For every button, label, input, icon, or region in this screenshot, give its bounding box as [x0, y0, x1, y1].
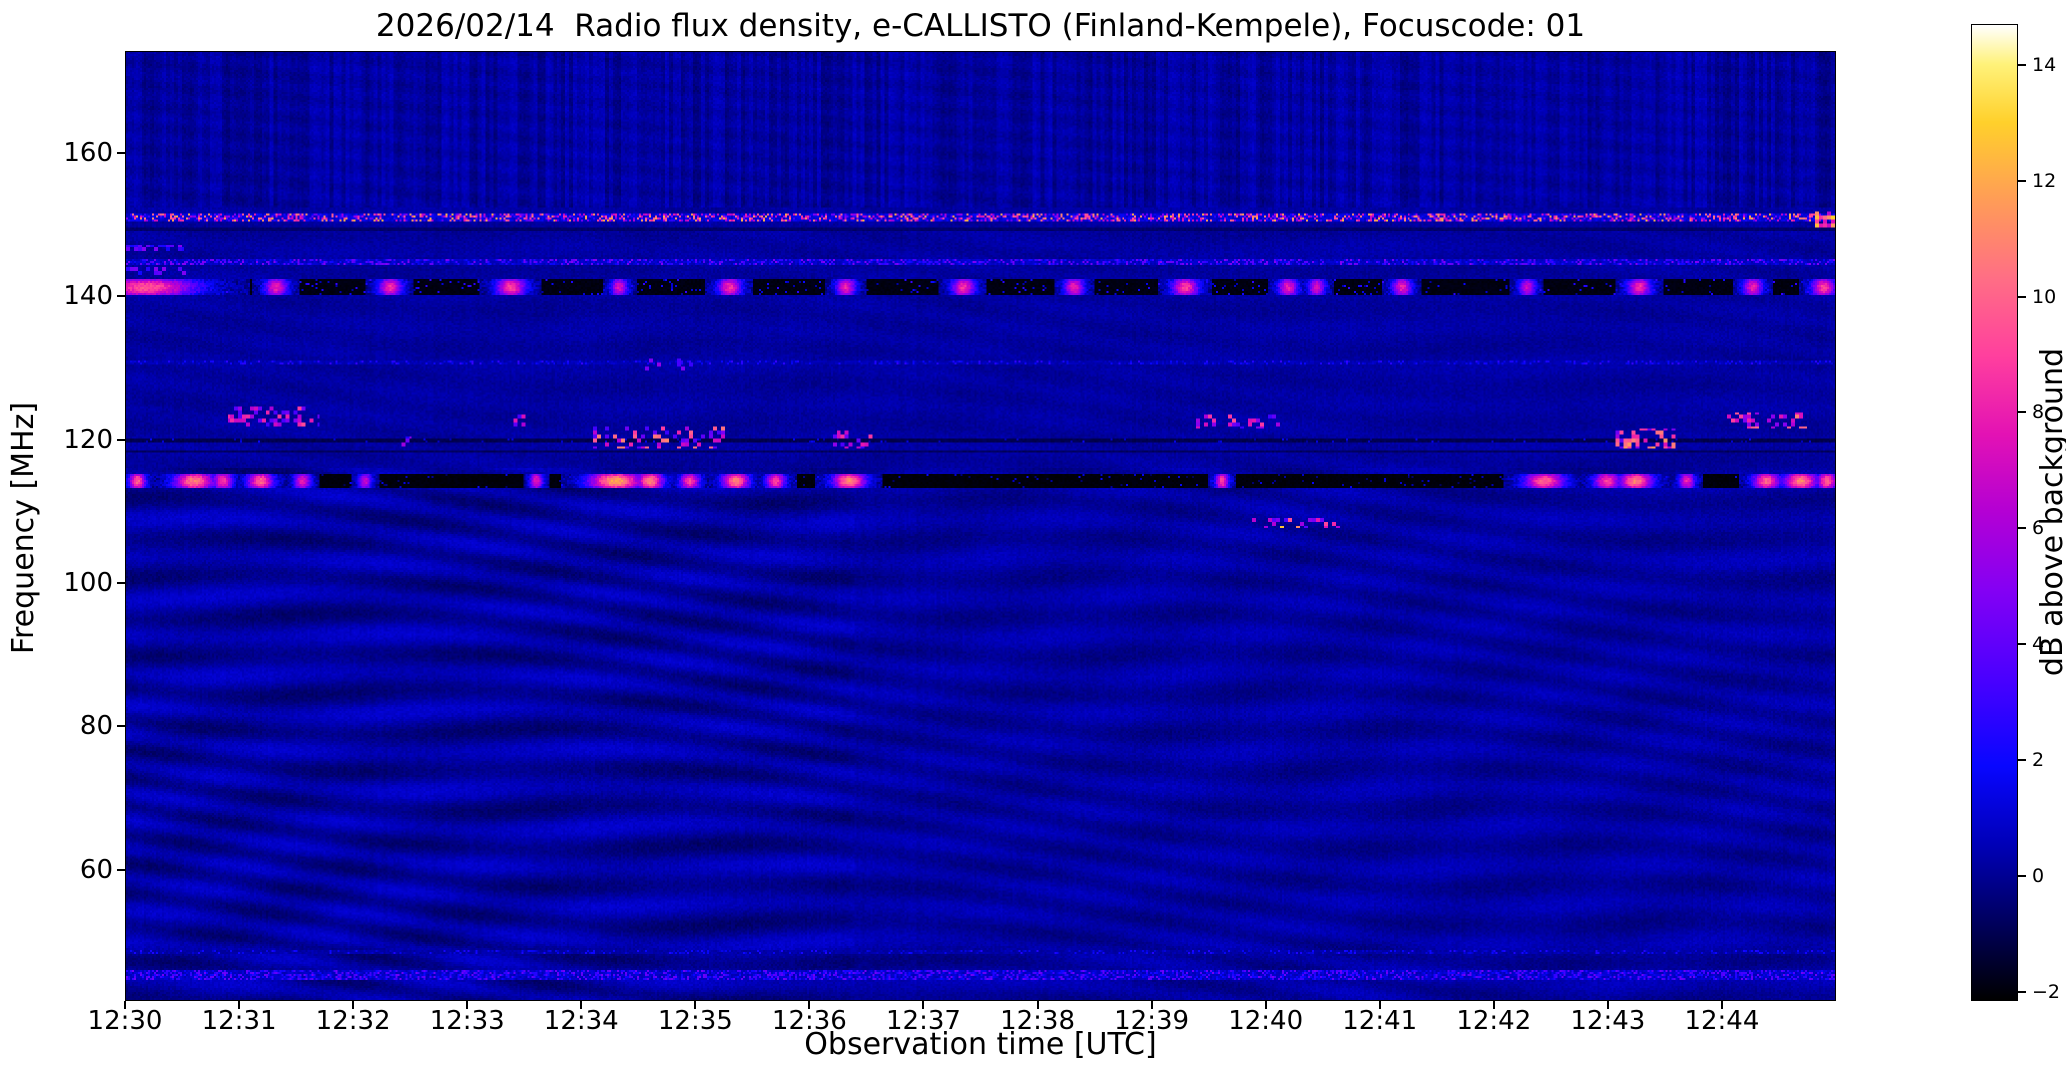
x-tick-mark: [808, 1001, 811, 1009]
y-tick-label: 100: [63, 568, 113, 598]
colorbar-tick-mark: [2018, 527, 2026, 530]
colorbar-label: dB above background: [2035, 347, 2066, 677]
x-tick-mark: [238, 1001, 241, 1009]
x-tick-mark: [466, 1001, 469, 1009]
x-tick-label: 12:41: [1342, 1006, 1418, 1036]
y-tick-label: 60: [79, 854, 113, 885]
x-tick-mark: [1720, 1001, 1723, 1009]
colorbar-tick-mark: [2018, 759, 2026, 762]
colorbar-tick-mark: [2018, 411, 2026, 414]
x-tick-mark: [922, 1001, 925, 1009]
colorbar-tick-mark: [2018, 875, 2026, 878]
colorbar-tick-mark: [2018, 63, 2026, 66]
y-tick-label: 140: [63, 281, 113, 312]
y-tick-label: 160: [63, 137, 113, 168]
x-tick-label: 12:33: [429, 1006, 505, 1036]
chart-title: 2026/02/14 Radio flux density, e-CALLIST…: [375, 8, 1586, 44]
colorbar-tick-label: 10: [2032, 285, 2057, 308]
x-tick-mark: [1492, 1001, 1495, 1009]
y-tick-mark: [117, 868, 125, 871]
colorbar-tick-label: 4: [2032, 633, 2045, 656]
x-tick-mark: [1378, 1001, 1381, 1009]
x-tick-label: 12:35: [657, 1006, 733, 1036]
spectrogram-canvas: [126, 52, 1835, 1000]
y-axis-label: Frequency [MHz]: [6, 401, 41, 655]
colorbar-tick-mark: [2018, 179, 2026, 182]
x-tick-label: 12:34: [543, 1006, 619, 1036]
y-tick-label: 120: [63, 424, 113, 455]
x-axis-label: Observation time [UTC]: [804, 1027, 1157, 1062]
x-tick-label: 12:42: [1456, 1006, 1532, 1036]
colorbar: [1971, 24, 2018, 1001]
x-tick-mark: [1036, 1001, 1039, 1009]
x-tick-label: 12:37: [885, 1006, 961, 1036]
x-tick-mark: [352, 1001, 355, 1009]
x-tick-label: 12:44: [1684, 1006, 1760, 1036]
colorbar-tick-label: 14: [2032, 53, 2057, 76]
x-tick-label: 12:43: [1570, 1006, 1646, 1036]
x-tick-label: 12:39: [1114, 1006, 1190, 1036]
x-tick-label: 12:40: [1228, 1006, 1304, 1036]
colorbar-tick-label: 2: [2032, 749, 2045, 772]
x-tick-mark: [1606, 1001, 1609, 1009]
y-tick-mark: [117, 582, 125, 584]
y-tick-mark: [117, 151, 125, 154]
colorbar-tick-mark: [2018, 991, 2026, 994]
x-tick-label: 12:31: [201, 1006, 277, 1036]
colorbar-tick-mark: [2018, 643, 2026, 646]
colorbar-tick-label: 6: [2032, 517, 2045, 540]
colorbar-tick-mark: [2018, 295, 2026, 298]
x-tick-mark: [580, 1001, 583, 1009]
colorbar-tick-label: 0: [2032, 865, 2045, 888]
colorbar-tick-label: 8: [2032, 401, 2045, 424]
y-tick-mark: [117, 438, 125, 441]
x-tick-mark: [694, 1001, 697, 1009]
y-tick-label: 80: [79, 711, 113, 742]
colorbar-tick-label: −2: [2032, 981, 2061, 1004]
x-tick-label: 12:30: [87, 1006, 163, 1036]
x-tick-label: 12:32: [315, 1006, 391, 1036]
x-tick-mark: [124, 1001, 126, 1009]
colorbar-tick-label: 12: [2032, 169, 2057, 192]
x-tick-mark: [1264, 1001, 1267, 1009]
x-tick-label: 12:36: [771, 1006, 847, 1036]
x-tick-mark: [1150, 1001, 1153, 1009]
x-tick-label: 12:38: [1000, 1006, 1075, 1036]
y-tick-mark: [117, 295, 125, 298]
y-tick-mark: [117, 725, 125, 728]
plot-area: [125, 51, 1836, 1001]
